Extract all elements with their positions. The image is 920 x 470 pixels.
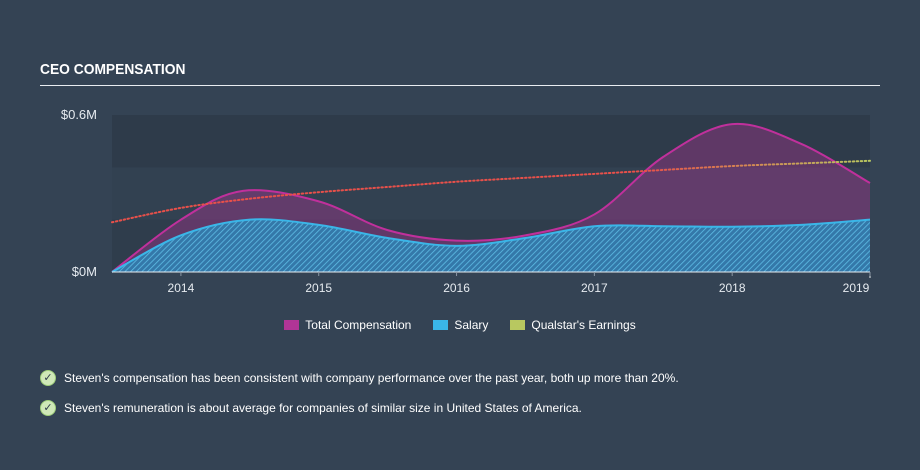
- insight-notes: ✓ Steven's compensation has been consist…: [40, 368, 679, 428]
- legend-item-total-compensation[interactable]: Total Compensation: [284, 318, 411, 332]
- y-tick-label: $0M: [72, 264, 97, 279]
- plot-band: [112, 167, 870, 220]
- insight-text: Steven's remuneration is about average f…: [64, 401, 582, 415]
- x-tick-label: 2014: [168, 281, 195, 295]
- x-tick-label: 2017: [581, 281, 608, 295]
- check-icon: ✓: [40, 400, 56, 416]
- salary-area: [112, 219, 870, 272]
- x-tick-label: 2015: [305, 281, 332, 295]
- legend-label: Total Compensation: [305, 318, 412, 332]
- legend-swatch-total-compensation: [284, 320, 300, 330]
- legend-swatch-earnings: [510, 320, 526, 330]
- insight-note: ✓ Steven's remuneration is about average…: [40, 398, 679, 418]
- x-tick-label: 2018: [719, 281, 746, 295]
- earnings-line: [111, 159, 871, 224]
- legend-swatch-salary: [433, 320, 449, 330]
- total-compensation-line: [111, 122, 871, 273]
- legend-label: Salary: [454, 318, 489, 332]
- insight-note: ✓ Steven's compensation has been consist…: [40, 368, 679, 388]
- check-icon: ✓: [40, 370, 56, 386]
- x-tick-label: 2016: [443, 281, 470, 295]
- title-divider: [40, 85, 880, 86]
- legend-label: Qualstar's Earnings: [531, 318, 636, 332]
- salary-line: [111, 218, 871, 273]
- chart-legend: Total Compensation Salary Qualstar's Ear…: [0, 318, 920, 332]
- y-tick-label: $0.6M: [61, 107, 97, 122]
- legend-item-salary[interactable]: Salary: [433, 318, 488, 332]
- insight-text: Steven's compensation has been consisten…: [64, 371, 679, 385]
- section-title: CEO COMPENSATION: [40, 61, 186, 78]
- x-tick-label: 2019: [843, 281, 870, 295]
- ceo-compensation-chart: $0M $0.6M 2014 2015 2016 2017 2018 2019: [61, 107, 871, 295]
- legend-item-earnings[interactable]: Qualstar's Earnings: [510, 318, 636, 332]
